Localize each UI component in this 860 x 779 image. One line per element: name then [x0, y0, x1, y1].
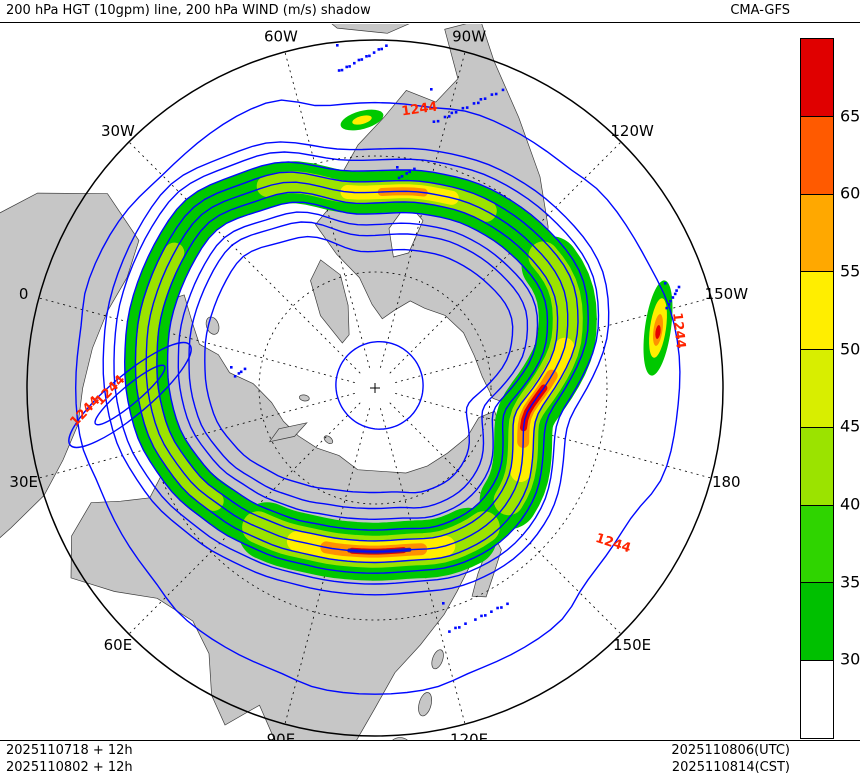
contour-label-1244: 1244 [669, 312, 688, 350]
header-rule [0, 22, 860, 23]
colorbar-tick-label: 45 [840, 416, 860, 436]
colorbar-segment [801, 115, 833, 194]
colorbar-tick-label: 55 [840, 261, 860, 281]
colorbar-tick-label: 60 [840, 183, 860, 203]
meridian-label: 60W [264, 28, 298, 46]
colorbar-segment [801, 426, 833, 505]
init-time-utc: 2025110718 + 12h [6, 743, 133, 758]
footer-rule [0, 740, 860, 741]
meridian-label: 30W [101, 122, 135, 140]
meridian-label: 0 [19, 285, 29, 303]
colorbar-tick-label: 30 [840, 649, 860, 669]
height-contours [68, 99, 681, 695]
map-area: 60W 90W 120W 150W 180 150E 120E 90E 60E 30E 0 30W 12… [0, 24, 749, 748]
meridian-label: 120E [450, 730, 488, 748]
contour-label-1244: 1244 [401, 100, 439, 120]
meridian-label: 150E [613, 636, 651, 654]
valid-time-cst: 2025110814(CST) [671, 760, 790, 775]
page-title: 200 hPa HGT (10gpm) line, 200 hPa WIND (… [6, 3, 371, 18]
colorbar-segment [801, 349, 833, 427]
colorbar-segment [801, 193, 833, 272]
meridian-label: 60E [104, 636, 133, 654]
colorbar-segment [801, 39, 833, 116]
colorbar-tick-label: 35 [840, 572, 860, 592]
landmasses [0, 24, 549, 741]
lake-speckles [230, 44, 681, 633]
colorbar [800, 38, 834, 739]
colorbar-tick-label: 50 [840, 339, 860, 359]
meridian-label: 30E [9, 473, 38, 491]
colorbar-segment [801, 582, 833, 661]
meridian-label: 90W [452, 28, 486, 46]
contour-label-1244: 1244 [93, 372, 129, 408]
colorbar-segment [801, 271, 833, 350]
colorbar-segment [801, 660, 833, 739]
map-circle-boundary [26, 39, 724, 737]
meridian-labels: 60W 90W 120W 150W 180 150E 120E 90E 60E 30E 0 30W [9, 28, 749, 748]
valid-time-utc: 2025110806(UTC) [671, 743, 790, 758]
colorbar-tick-label: 40 [840, 494, 860, 514]
contour-label-1244: 1244 [594, 531, 633, 556]
model-name: CMA-GFS [730, 3, 790, 18]
meridian-label: 120W [610, 122, 654, 140]
init-time-cst: 2025110802 + 12h [6, 760, 133, 775]
colorbar-tick-label: 65 [840, 106, 860, 126]
meridian-label: 180 [712, 473, 741, 491]
colorbar-segment [801, 504, 833, 583]
meridian-label: 90E [267, 730, 296, 748]
meridian-label: 150W [705, 285, 749, 303]
